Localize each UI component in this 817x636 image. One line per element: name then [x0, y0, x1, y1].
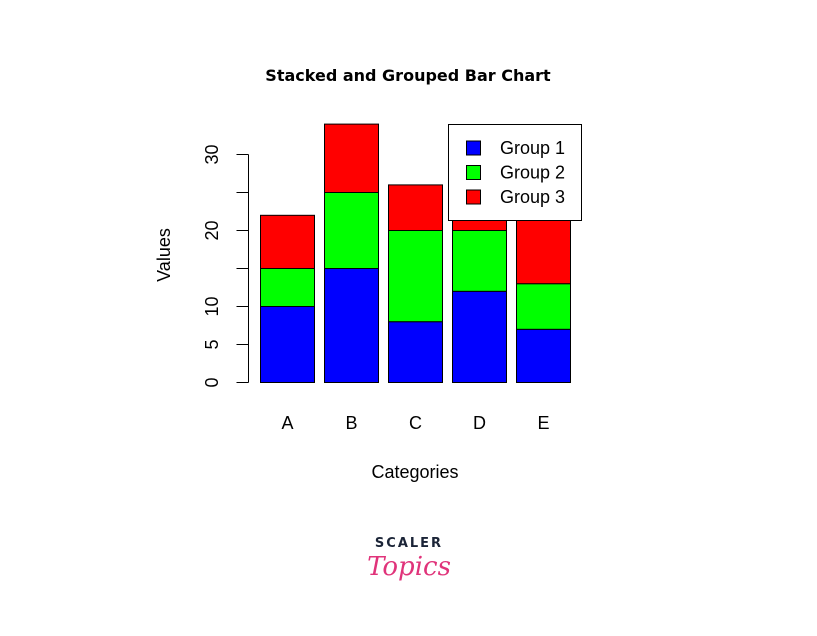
logo-scaler-text: SCALER — [375, 536, 443, 551]
bars — [260, 123, 571, 384]
bar-segment — [388, 230, 443, 323]
bar-segment — [324, 268, 379, 383]
bar-segment — [324, 123, 379, 193]
legend-swatch — [466, 189, 481, 205]
bar-segment — [452, 290, 507, 383]
bar-segment — [388, 321, 443, 384]
bar-segment — [260, 306, 315, 383]
legend-label: Group 3 — [500, 187, 565, 207]
y-tick-label: 10 — [202, 296, 222, 316]
y-tick-label: 20 — [202, 220, 222, 240]
logo-topics-text: Topics — [367, 552, 451, 582]
y-axis: 0 5 10 20 30 — [202, 144, 249, 388]
x-axis-label: Categories — [371, 462, 458, 482]
legend-swatch — [466, 140, 481, 156]
x-tick-label: C — [409, 413, 422, 433]
legend-swatch — [466, 165, 481, 180]
bar-segment — [324, 192, 379, 269]
bar-segment — [516, 328, 571, 383]
x-tick-labels: A B C D E — [281, 413, 549, 433]
scaler-topics-logo: SCALER Topics — [367, 536, 451, 582]
legend-label: Group 2 — [500, 163, 565, 183]
legend-label: Group 1 — [500, 138, 565, 158]
bar-segment — [388, 184, 443, 231]
y-axis-label: Values — [154, 228, 174, 282]
bar-segment — [260, 268, 315, 307]
x-tick-label: E — [537, 413, 549, 433]
x-tick-label: A — [281, 413, 293, 433]
y-tick-label: 30 — [202, 144, 222, 164]
bar-segment — [260, 214, 315, 270]
bar-segment — [516, 283, 571, 330]
x-tick-label: D — [473, 413, 486, 433]
legend: Group 1 Group 2 Group 3 — [448, 124, 582, 221]
y-tick-label: 5 — [202, 339, 222, 349]
y-tick-label: 0 — [202, 377, 222, 387]
x-tick-label: B — [345, 413, 357, 433]
bar-segment — [452, 230, 507, 292]
chart-title: Stacked and Grouped Bar Chart — [265, 66, 551, 85]
